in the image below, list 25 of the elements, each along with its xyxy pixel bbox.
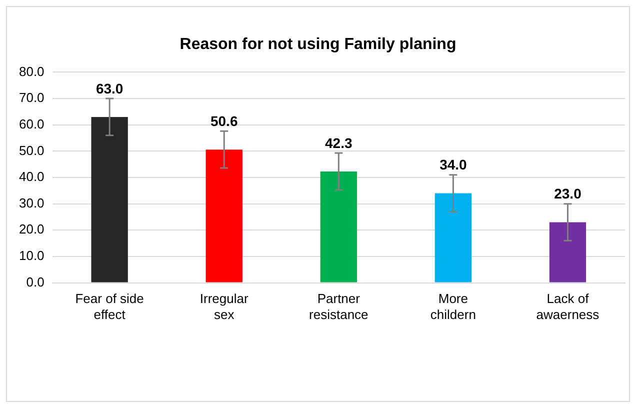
y-tick-label: 10.0 (18, 248, 44, 264)
y-tick-label: 40.0 (18, 169, 44, 184)
x-tick-label: More childern (430, 291, 476, 322)
x-tick-label: Fear of side effect (75, 291, 144, 322)
data-label: 50.6 (210, 113, 238, 130)
data-label: 23.0 (554, 186, 582, 202)
y-tick-label: 50.0 (18, 142, 44, 158)
bar (91, 116, 128, 282)
y-tick-label: 30.0 (18, 195, 44, 210)
x-tick-label: Lack of awaerness (536, 291, 600, 322)
data-label: 42.3 (325, 134, 352, 151)
y-tick-label: 70.0 (18, 90, 44, 106)
data-label: 63.0 (96, 80, 124, 96)
y-tick-label: 80.0 (18, 64, 44, 79)
x-tick-label: Irregular sex (200, 291, 249, 322)
chart-title: Reason for not using Family planing (180, 36, 456, 54)
bar (549, 222, 586, 282)
bar (434, 193, 472, 282)
y-tick-label: 0.0 (26, 274, 44, 290)
y-tick-label: 60.0 (18, 116, 44, 132)
y-tick-label: 20.0 (18, 222, 44, 237)
data-label: 34.0 (440, 156, 468, 173)
bar (320, 171, 357, 282)
bar (206, 150, 242, 282)
x-tick-label: Partner resistance (309, 291, 368, 322)
